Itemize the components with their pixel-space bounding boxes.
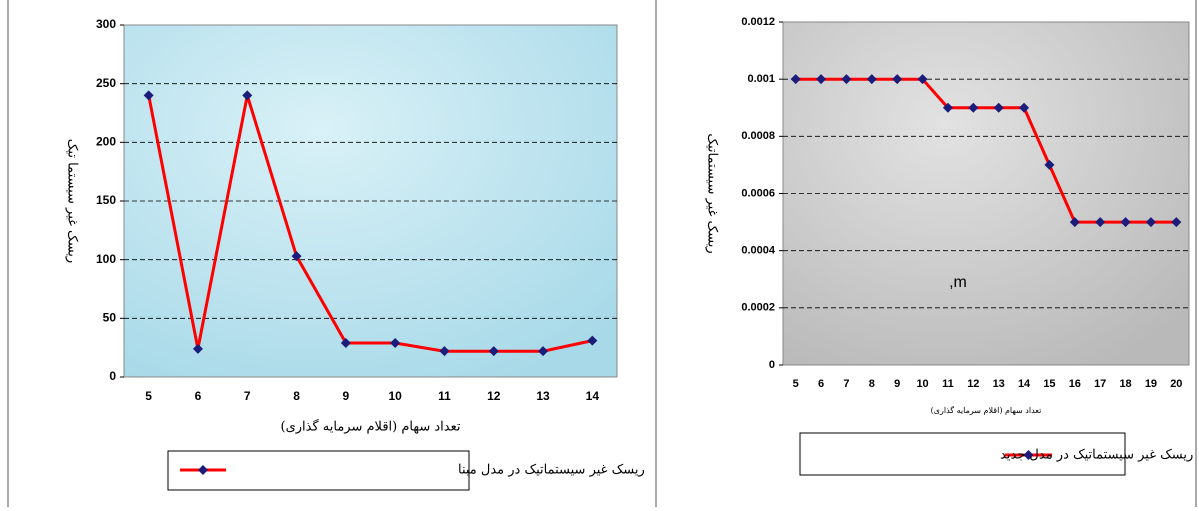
y-tick-label: 0.001	[747, 73, 775, 85]
x-tick-label: 19	[1145, 378, 1157, 390]
x-tick-label: 7	[244, 389, 251, 403]
y-tick-label: 0.0012	[741, 16, 775, 28]
x-tick-label: 18	[1119, 378, 1131, 390]
y-tick-label: 200	[96, 135, 116, 149]
y-tick-label: 250	[96, 76, 116, 90]
y-tick-label: 0	[769, 359, 775, 371]
annotation: ,m	[949, 274, 967, 291]
x-tick-label: 13	[536, 389, 550, 403]
legend-label: ریسک غیر سیستماتیک در مدل مبنا	[458, 463, 645, 478]
x-tick-label: 5	[145, 389, 152, 403]
y-tick-label: 0	[109, 369, 116, 383]
x-tick-label: 6	[195, 389, 202, 403]
x-tick-label: 20	[1170, 378, 1182, 390]
y-axis-label: ریسک غیر سیستماتیک	[705, 133, 720, 253]
x-tick-label: 16	[1069, 378, 1081, 390]
y-tick-label: 150	[96, 193, 116, 207]
y-tick-label: 50	[103, 311, 117, 325]
y-tick-label: 0.0006	[741, 187, 775, 199]
x-tick-label: 11	[942, 378, 954, 390]
x-tick-label: 10	[916, 378, 928, 390]
figure: 050100150200250300567891011121314تعداد س…	[0, 0, 1199, 507]
x-tick-label: 14	[1018, 378, 1031, 390]
x-tick-label: 11	[438, 389, 451, 403]
x-axis-label: تعداد سهام (اقلام سرمایه گذاری)	[931, 405, 1042, 415]
x-tick-label: 17	[1094, 378, 1106, 390]
x-axis-label: تعداد سهام (اقلام سرمایه گذاری)	[281, 419, 461, 435]
x-tick-label: 12	[967, 378, 979, 390]
x-tick-label: 8	[293, 389, 300, 403]
y-tick-label: 300	[96, 17, 116, 31]
x-tick-label: 12	[487, 389, 501, 403]
x-tick-label: 15	[1043, 378, 1055, 390]
y-tick-label: 0.0004	[741, 245, 776, 257]
y-tick-label: 0.0008	[741, 130, 775, 142]
y-axis-label: ریسک غیر سیستما تیک	[65, 139, 80, 263]
x-tick-label: 6	[818, 378, 824, 390]
x-tick-label: 10	[388, 389, 402, 403]
x-tick-label: 9	[894, 378, 900, 390]
x-tick-label: 8	[869, 378, 875, 390]
x-tick-label: 9	[343, 389, 350, 403]
y-tick-label: 0.0002	[741, 302, 775, 314]
y-tick-label: 100	[96, 252, 116, 266]
x-tick-label: 7	[843, 378, 849, 390]
x-tick-label: 5	[793, 378, 799, 390]
x-tick-label: 13	[993, 378, 1005, 390]
legend-label: ریسک غیر سیستماتیک در مدل جدید	[1000, 448, 1193, 463]
x-tick-label: 14	[586, 389, 600, 403]
